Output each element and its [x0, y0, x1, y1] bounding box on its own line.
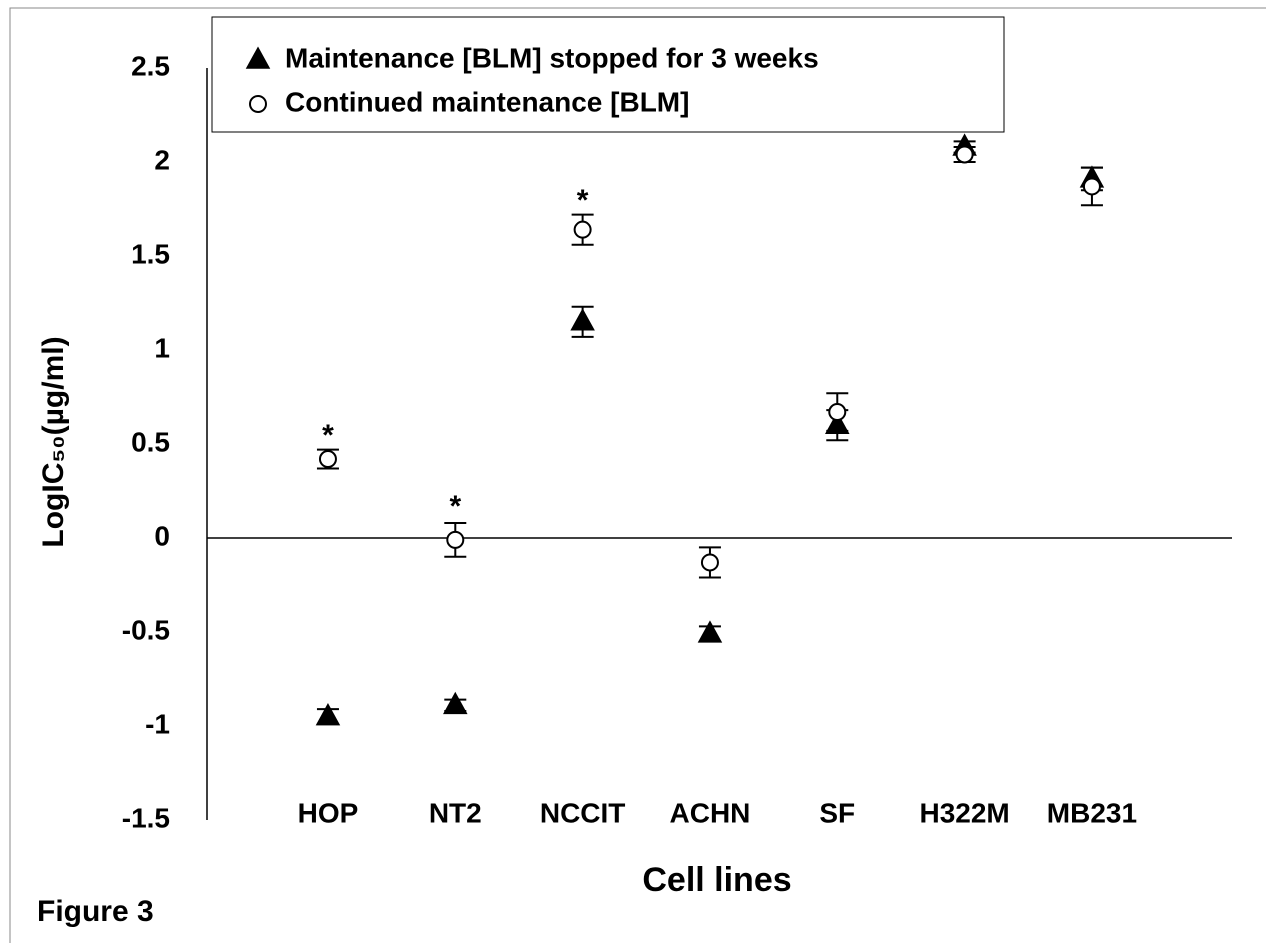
x-axis-label: Cell lines [642, 861, 791, 899]
caption: Figure 3 [37, 895, 154, 928]
data-point [318, 450, 337, 469]
y-axis-label: LogIC₅₀(µg/ml) [37, 336, 70, 547]
x-tick-label: H322M [919, 797, 1009, 828]
legend-label: Maintenance [BLM] stopped for 3 weeks [285, 42, 819, 73]
data-point [1082, 177, 1101, 196]
x-tick-label: MB231 [1047, 797, 1137, 828]
data-point [315, 703, 341, 726]
legend-box [211, 16, 1005, 133]
annotation: * [322, 419, 334, 452]
legend-label: Continued maintenance [BLM] [285, 86, 689, 117]
data-point [697, 620, 723, 643]
x-tick-label: ACHN [670, 797, 751, 828]
data-point [443, 691, 468, 715]
x-tick-label: HOP [298, 797, 359, 828]
legend-marker [249, 95, 267, 113]
y-tick-label: 2.5 [131, 50, 170, 81]
y-tick-label: 1.5 [131, 238, 170, 269]
figure-border [9, 7, 1266, 943]
y-tick-label: 2 [154, 144, 170, 175]
data-point [573, 220, 592, 239]
y-tick-label: 1 [154, 332, 170, 363]
legend-marker [245, 46, 271, 69]
y-tick-label: -0.5 [122, 614, 170, 645]
y-tick-label: 0.5 [131, 426, 170, 457]
data-point [570, 308, 595, 331]
x-tick-label: SF [819, 797, 855, 828]
x-tick-label: NT2 [429, 797, 482, 828]
y-tick-label: -1.5 [122, 802, 170, 833]
data-point [828, 403, 847, 422]
x-tick-label: NCCIT [540, 797, 626, 828]
data-point [700, 553, 719, 572]
y-tick-label: -1 [145, 708, 170, 739]
data-point [446, 530, 465, 549]
annotation: * [577, 184, 589, 217]
data-point [955, 145, 974, 164]
y-tick-label: 0 [154, 520, 170, 551]
annotation: * [449, 490, 461, 523]
